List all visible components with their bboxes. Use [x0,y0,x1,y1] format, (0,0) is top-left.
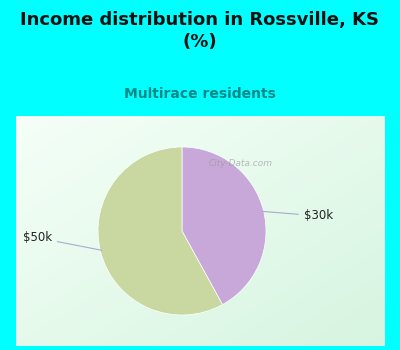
Wedge shape [98,147,222,315]
Wedge shape [182,147,266,304]
Text: Income distribution in Rossville, KS
(%): Income distribution in Rossville, KS (%) [20,10,380,51]
Text: $30k: $30k [262,209,333,222]
Text: $50k: $50k [23,231,102,250]
Text: Multirace residents: Multirace residents [124,88,276,102]
Text: City-Data.com: City-Data.com [209,159,273,168]
